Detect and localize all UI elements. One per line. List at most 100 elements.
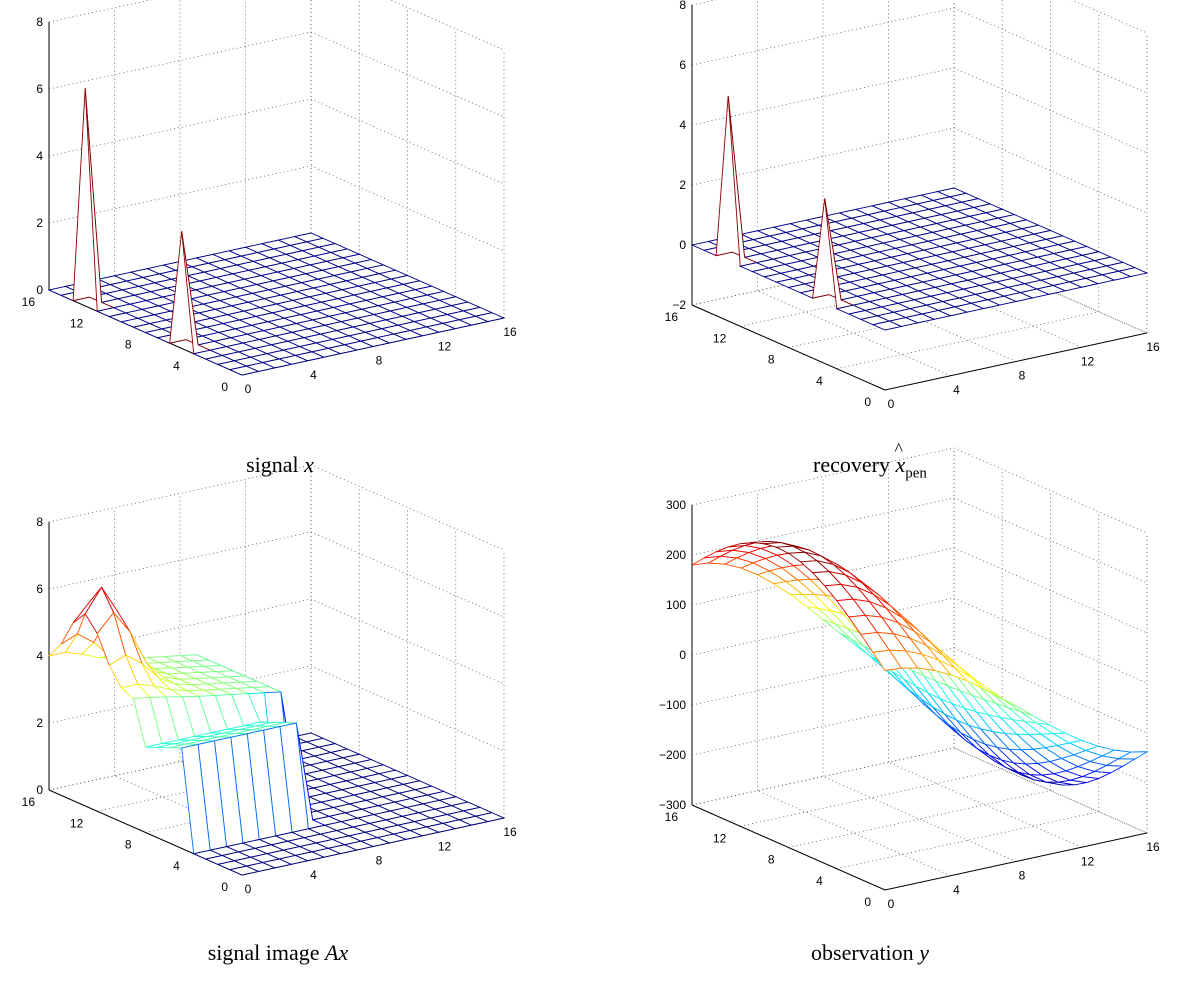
grid-line	[48, 165, 505, 252]
chart-panel-signal-x: 0 2 4 6 8 0 4 8 12 16 0 4 8 12 16 signal x	[0, 0, 590, 490]
x-tick-label: 12	[438, 339, 452, 353]
grid-line	[145, 775, 408, 833]
x-tick-label: 4	[953, 383, 960, 397]
chart-panel-signal-image: 0 2 4 6 8 0 4 8 12 16 0 4 8 12 16 signal image Ax	[0, 464, 590, 983]
x-tick-label: 0	[888, 397, 895, 411]
grid-line	[757, 790, 951, 877]
y-tick-label: 8	[125, 338, 132, 352]
grid-line	[788, 290, 1051, 348]
z-tick-label: 300	[666, 498, 686, 512]
y-tick-label: 16	[22, 795, 36, 809]
y-tick-label: 12	[713, 331, 727, 345]
z-tick-label: −200	[659, 748, 686, 762]
grid-line	[48, 598, 505, 685]
y-tick-label: 8	[768, 853, 775, 867]
z-tick-label: 2	[679, 178, 686, 192]
z-tick-label: 4	[36, 649, 43, 663]
z-tick-label: 8	[36, 15, 43, 29]
surface-cell	[872, 649, 903, 671]
x-axis	[884, 332, 1148, 391]
surface-mesh	[47, 586, 506, 876]
grid-line	[691, 447, 1148, 534]
y-tick-label: 4	[173, 859, 180, 873]
y-tick-label: 16	[22, 295, 36, 309]
grid-line	[691, 67, 1148, 154]
surface-cell	[228, 865, 260, 876]
y-tick-label: 8	[125, 838, 132, 852]
axes	[691, 505, 1148, 891]
z-tick-label: 8	[679, 0, 686, 12]
y-axis	[691, 304, 886, 391]
z-tick-label: 2	[36, 716, 43, 730]
grid-line	[836, 311, 1099, 370]
y-tick-label: 4	[173, 359, 180, 373]
grid-lines	[691, 0, 1148, 391]
grid-line	[48, 98, 505, 185]
x-tick-label: 16	[503, 325, 517, 339]
y-tick-label: 16	[665, 310, 679, 324]
z-tick-label: 6	[36, 82, 43, 96]
surface-mesh	[47, 88, 506, 376]
caption-text: signal image	[207, 940, 326, 965]
z-tick-label: −100	[659, 698, 686, 712]
caption-text: recovery	[813, 452, 896, 477]
grid-line	[691, 0, 1148, 34]
x-tick-label: 12	[1081, 854, 1095, 868]
caption-math: y	[919, 940, 929, 965]
y-tick-label: 16	[665, 810, 679, 824]
tick-labels: −2 0 2 4 6 8 0 4 8 12 16 0 4 8 12 16	[665, 0, 1160, 411]
surface-mesh	[690, 95, 1149, 331]
grid-line	[822, 776, 1017, 862]
caption-text: observation	[811, 940, 920, 965]
y-tick-label: 0	[221, 380, 228, 394]
caption-hat: ^	[894, 439, 903, 459]
z-tick-label: 0	[36, 283, 43, 297]
grid-line	[48, 464, 505, 551]
z-tick-label: 4	[36, 149, 43, 163]
surface-cell	[871, 320, 903, 331]
axes	[691, 5, 1148, 391]
tick-labels: −300 −200 −100 0 100 200 300 0 4 8 12 16 0 4 8 12 16	[659, 498, 1160, 911]
z-tick-label: 6	[679, 58, 686, 72]
z-tick-label: 0	[679, 238, 686, 252]
x-tick-label: 0	[245, 382, 252, 396]
surface-cell	[228, 365, 260, 376]
y-tick-label: 4	[816, 874, 823, 888]
grid-line	[836, 811, 1099, 870]
grid-line	[97, 753, 360, 812]
z-tick-label: 0	[36, 783, 43, 797]
chart-caption: recovery ^ xpen	[670, 439, 1070, 482]
x-tick-label: 16	[503, 825, 517, 839]
x-tick-label: 16	[1146, 840, 1160, 854]
x-tick-label: 8	[376, 854, 383, 868]
z-tick-label: 6	[36, 582, 43, 596]
chart-panel-observation: −300 −200 −100 0 100 200 300 0 4 8 12 16 0 4 8 12 16 obs…	[592, 447, 1185, 983]
y-tick-label: 12	[713, 831, 727, 845]
y-tick-label: 0	[221, 880, 228, 894]
z-tick-label: 4	[679, 118, 686, 132]
x-tick-label: 12	[1081, 354, 1095, 368]
x-tick-label: 4	[310, 368, 317, 382]
grid-line	[740, 268, 1003, 327]
z-tick-label: 8	[36, 515, 43, 529]
x-tick-label: 12	[438, 839, 452, 853]
grid-line	[48, 665, 505, 752]
y-tick-label: 12	[70, 816, 84, 830]
chart-caption: observation y	[670, 940, 1070, 966]
grid-line	[788, 790, 1051, 848]
caption-subscript: pen	[905, 465, 927, 482]
grid-line	[740, 768, 1003, 827]
z-tick-label: 0	[679, 648, 686, 662]
grid-line	[691, 747, 955, 806]
x-tick-label: 8	[376, 354, 383, 368]
caption-math: Ax	[325, 940, 349, 965]
grid-line	[691, 247, 955, 306]
z-tick-label: −2	[672, 298, 686, 312]
caption-text: signal	[246, 452, 305, 477]
z-tick-label: 200	[666, 548, 686, 562]
surface-plot-observation: −300 −200 −100 0 100 200 300 0 4 8 12 16 0 4 8 12 16	[659, 447, 1160, 911]
